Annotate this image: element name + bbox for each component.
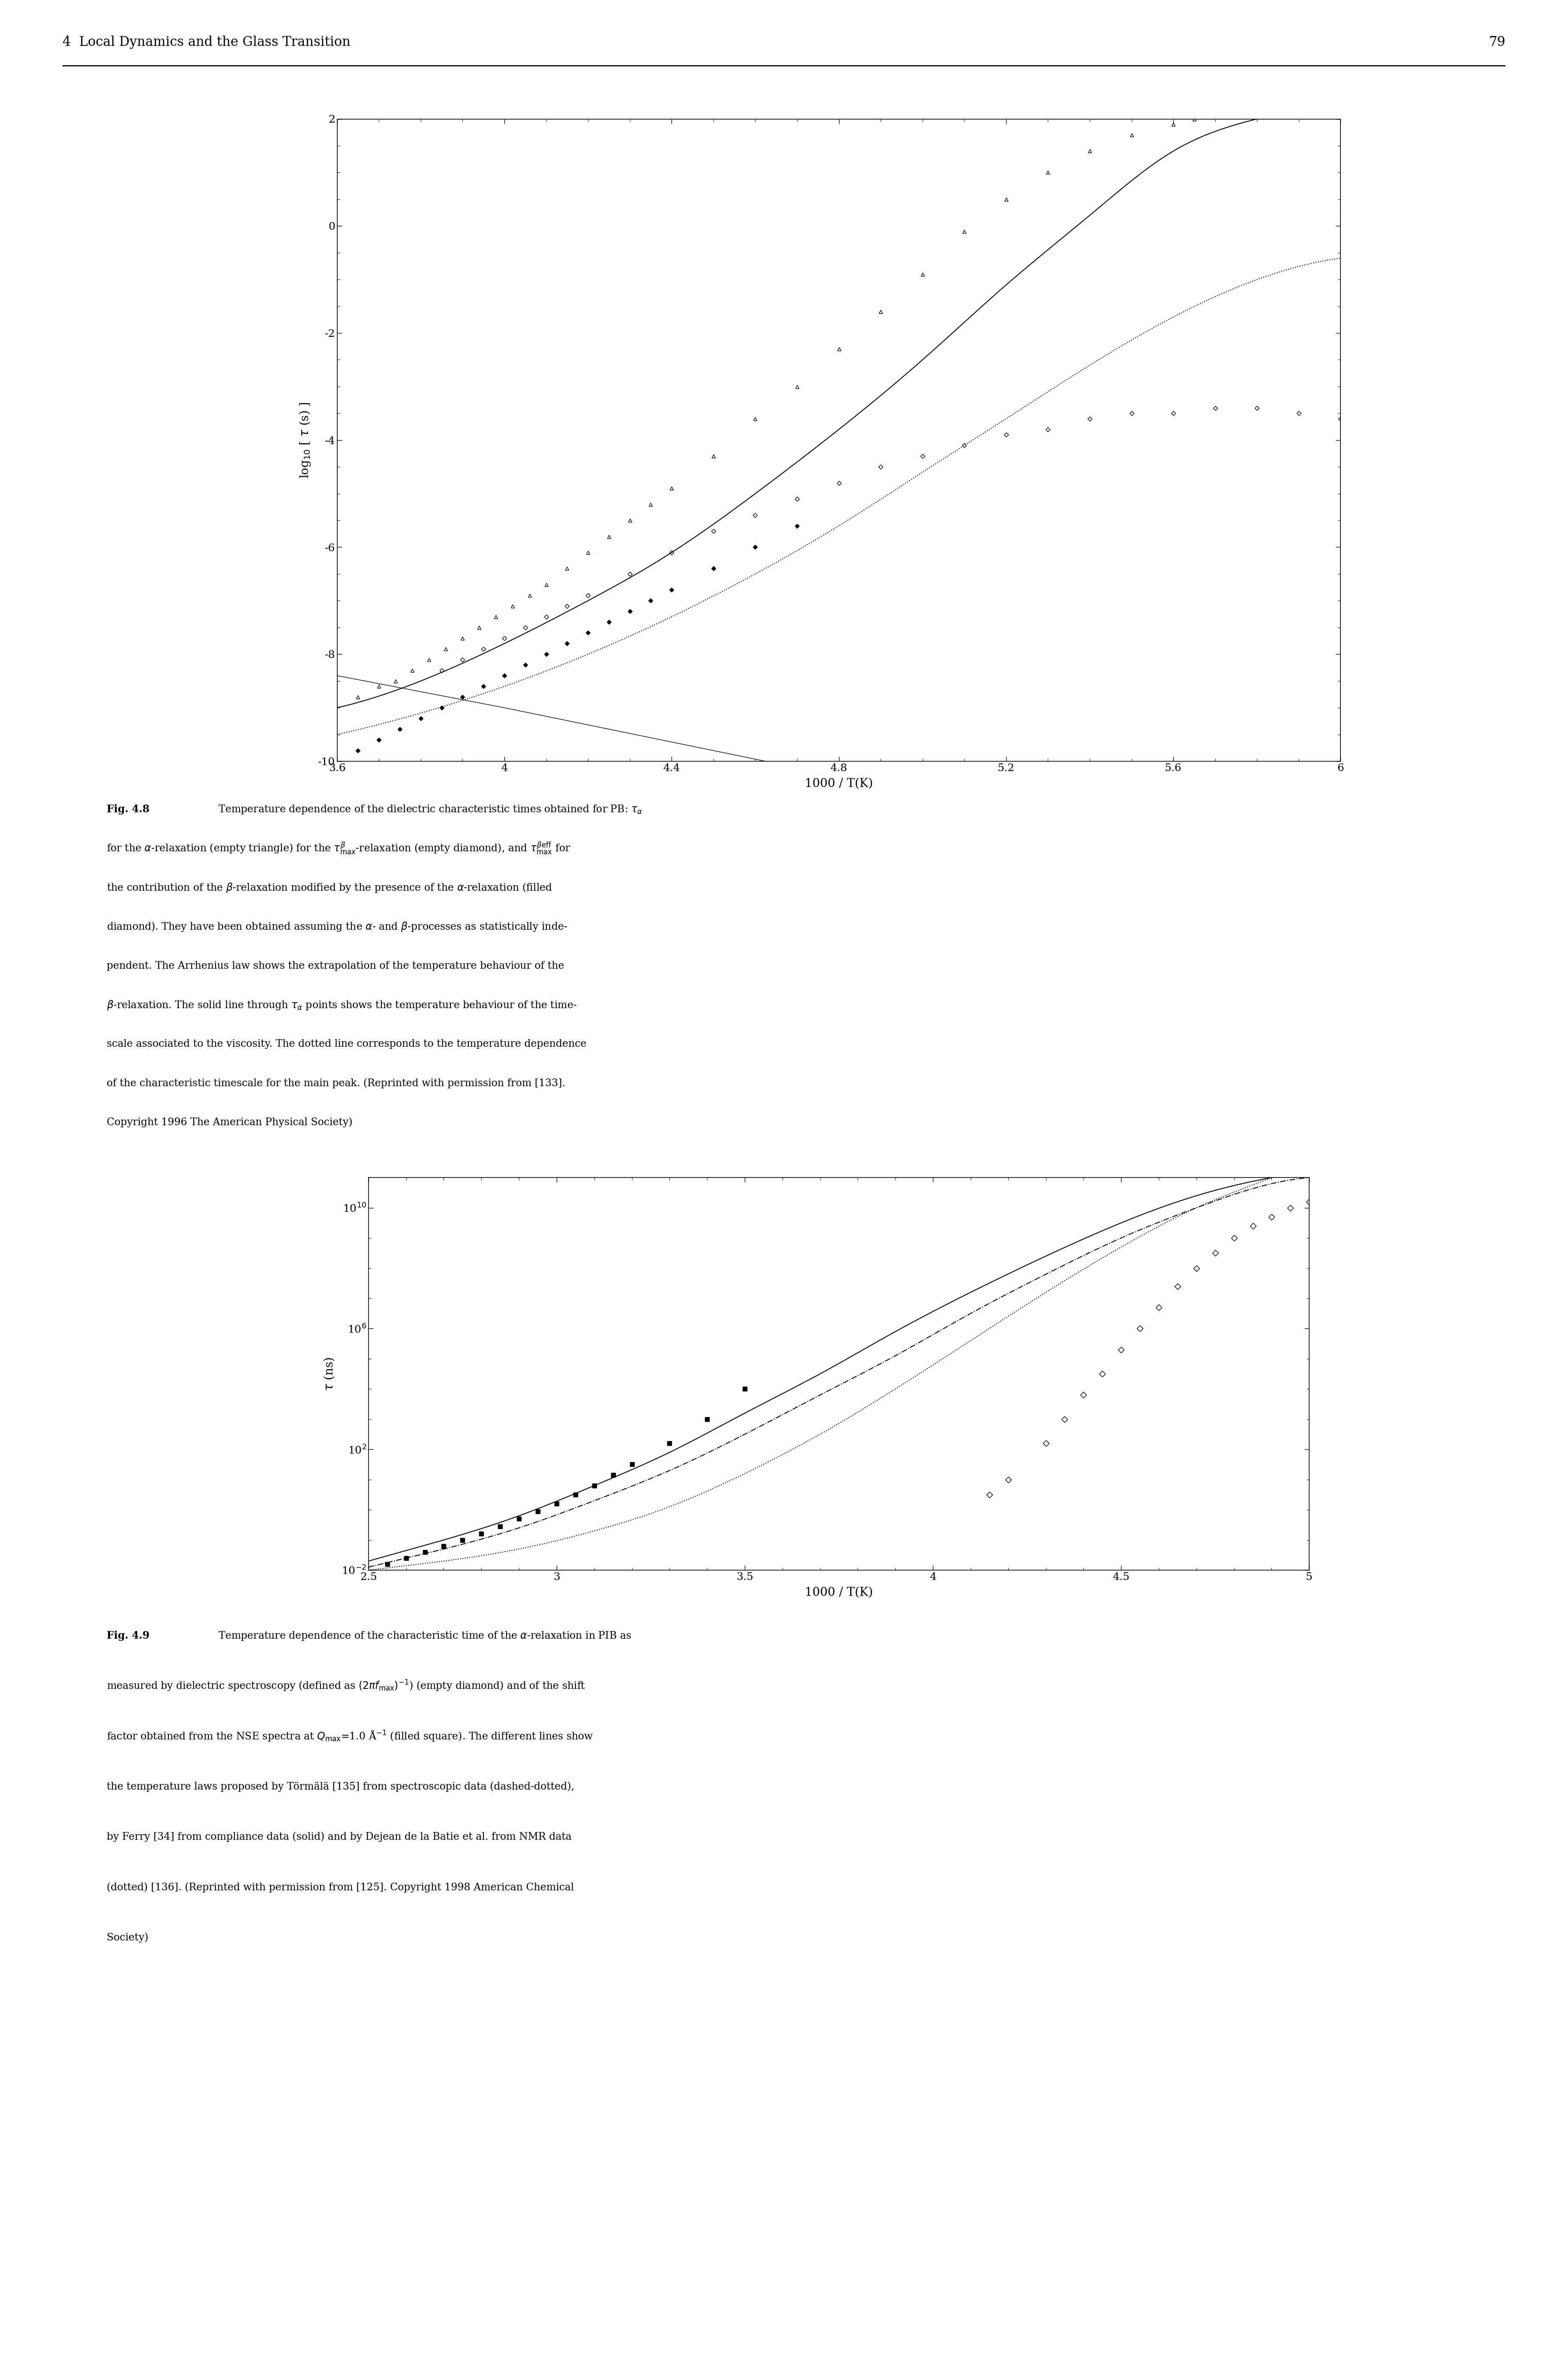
Y-axis label: $\tau$ (ns): $\tau$ (ns) xyxy=(323,1356,336,1392)
Text: the temperature laws proposed by Törmälä [135] from spectroscopic data (dashed-d: the temperature laws proposed by Törmälä… xyxy=(107,1782,574,1791)
Text: of the characteristic timescale for the main peak. (Reprinted with permission fr: of the characteristic timescale for the … xyxy=(107,1078,564,1087)
Text: Temperature dependence of the dielectric characteristic times obtained for PB: $: Temperature dependence of the dielectric… xyxy=(209,804,643,816)
Text: the contribution of the $\beta$-relaxation modified by the presence of the $\alp: the contribution of the $\beta$-relaxati… xyxy=(107,883,552,895)
Text: factor obtained from the NSE spectra at $Q_\mathrm{max}$=1.0 Å$^{-1}$ (filled sq: factor obtained from the NSE spectra at … xyxy=(107,1730,593,1744)
Text: for the $\alpha$-relaxation (empty triangle) for the $\tau^\beta_\mathrm{max}$-r: for the $\alpha$-relaxation (empty trian… xyxy=(107,840,571,856)
Text: 79: 79 xyxy=(1488,36,1505,50)
Text: measured by dielectric spectroscopy (defined as $(2\pi f_\mathrm{max})^{-1}$) (e: measured by dielectric spectroscopy (def… xyxy=(107,1680,585,1694)
Text: by Ferry [34] from compliance data (solid) and by Dejean de la Batie et al. from: by Ferry [34] from compliance data (soli… xyxy=(107,1832,572,1841)
Text: (dotted) [136]. (Reprinted with permission from [125]. Copyright 1998 American C: (dotted) [136]. (Reprinted with permissi… xyxy=(107,1882,574,1891)
Text: pendent. The Arrhenius law shows the extrapolation of the temperature behaviour : pendent. The Arrhenius law shows the ext… xyxy=(107,961,564,971)
Text: Copyright 1996 The American Physical Society): Copyright 1996 The American Physical Soc… xyxy=(107,1118,353,1128)
Text: Society): Society) xyxy=(107,1932,149,1944)
Text: Fig. 4.9: Fig. 4.9 xyxy=(107,1630,149,1642)
Text: Temperature dependence of the characteristic time of the $\alpha$-relaxation in : Temperature dependence of the characteri… xyxy=(209,1630,630,1642)
X-axis label: 1000 / T(K): 1000 / T(K) xyxy=(804,1587,873,1599)
X-axis label: 1000 / T(K): 1000 / T(K) xyxy=(804,778,873,790)
Text: Fig. 4.8: Fig. 4.8 xyxy=(107,804,149,814)
Y-axis label: log$_{10}$ [ $\tau$ (s) ]: log$_{10}$ [ $\tau$ (s) ] xyxy=(298,402,312,478)
Text: 4  Local Dynamics and the Glass Transition: 4 Local Dynamics and the Glass Transitio… xyxy=(63,36,351,50)
Text: scale associated to the viscosity. The dotted line corresponds to the temperatur: scale associated to the viscosity. The d… xyxy=(107,1040,586,1049)
Text: $\beta$-relaxation. The solid line through $\tau_\alpha$ points shows the temper: $\beta$-relaxation. The solid line throu… xyxy=(107,999,577,1011)
Text: diamond). They have been obtained assuming the $\alpha$- and $\beta$-processes a: diamond). They have been obtained assumi… xyxy=(107,921,568,933)
